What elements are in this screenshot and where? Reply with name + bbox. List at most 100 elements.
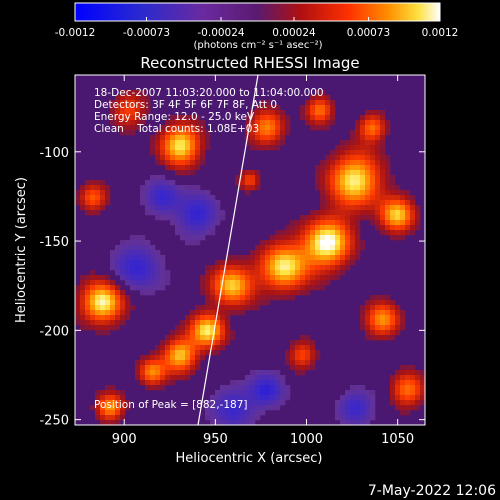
heatmap-cell — [330, 100, 336, 106]
heatmap-cell — [185, 170, 191, 176]
heatmap-cell — [230, 310, 236, 316]
heatmap-cell — [245, 170, 251, 176]
heatmap-cell — [165, 275, 171, 281]
heatmap-cell — [380, 110, 386, 116]
heatmap-cell — [190, 190, 196, 196]
heatmap-cell — [160, 200, 166, 206]
heatmap-cell — [370, 295, 376, 301]
heatmap-cell — [130, 245, 136, 251]
heatmap-cell — [390, 200, 396, 206]
heatmap-cell — [410, 205, 416, 211]
heatmap-cell — [185, 160, 191, 166]
heatmap-cell — [265, 260, 271, 266]
heatmap-cell — [175, 350, 181, 356]
heatmap-cell — [395, 205, 401, 211]
heatmap-cell — [120, 260, 126, 266]
heatmap-cell — [230, 255, 236, 261]
heatmap-cell — [100, 200, 106, 206]
heatmap-cell — [140, 120, 146, 126]
heatmap-cell — [260, 280, 266, 286]
heatmap-cell — [185, 220, 191, 226]
heatmap-cell — [250, 300, 256, 306]
heatmap-cell — [375, 185, 381, 191]
heatmap-cell — [345, 140, 351, 146]
heatmap-cell — [220, 325, 226, 331]
heatmap-cell — [320, 205, 326, 211]
heatmap-cell — [160, 275, 166, 281]
heatmap-cell — [150, 205, 156, 211]
heatmap-cell — [320, 170, 326, 176]
heatmap-cell — [120, 100, 126, 106]
heatmap-cell — [145, 270, 151, 276]
heatmap-cell — [170, 365, 176, 371]
heatmap-cell — [420, 370, 425, 376]
heatmap-cell — [340, 215, 346, 221]
heatmap-cell — [385, 215, 391, 221]
heatmap-cell — [315, 255, 321, 261]
heatmap-cell — [290, 275, 296, 281]
heatmap-cell — [270, 250, 276, 256]
heatmap-cell — [250, 260, 256, 266]
heatmap-cell — [405, 390, 411, 396]
heatmap-cell — [205, 410, 211, 416]
heatmap-cell — [150, 135, 156, 141]
heatmap-cell — [200, 290, 206, 296]
heatmap-cell — [145, 205, 151, 211]
heatmap-cell — [310, 95, 316, 101]
heatmap-cell — [225, 300, 231, 306]
heatmap-cell — [350, 210, 356, 216]
heatmap-cell — [360, 390, 366, 396]
heatmap-cell — [250, 270, 256, 276]
heatmap-cell — [340, 230, 346, 236]
heatmap-cell — [255, 305, 261, 311]
heatmap-cell — [75, 200, 81, 206]
heatmap-cell — [215, 295, 221, 301]
heatmap-cell — [290, 285, 296, 291]
heatmap-cell — [370, 395, 376, 401]
heatmap-cell — [195, 235, 201, 241]
heatmap-cell — [120, 415, 126, 421]
heatmap-cell — [385, 310, 391, 316]
heatmap-cell — [105, 320, 111, 326]
heatmap-cell — [145, 195, 151, 201]
heatmap-cell — [265, 285, 271, 291]
heatmap-cell — [285, 395, 291, 401]
heatmap-cell — [205, 350, 211, 356]
heatmap-cell — [115, 125, 121, 131]
heatmap-cell — [120, 105, 126, 111]
heatmap-cell — [295, 265, 301, 271]
heatmap-cell — [295, 250, 301, 256]
heatmap-cell — [185, 315, 191, 321]
heatmap-cell — [280, 110, 286, 116]
heatmap-cell — [190, 160, 196, 166]
heatmap-cell — [185, 230, 191, 236]
heatmap-cell — [325, 175, 331, 181]
heatmap-cell — [335, 275, 341, 281]
y-tick-label: -250 — [39, 414, 69, 429]
heatmap-cell — [245, 140, 251, 146]
colorbar-tick-label: -0.0012 — [55, 27, 96, 39]
heatmap-cell — [290, 355, 296, 361]
heatmap-cell — [225, 385, 231, 391]
heatmap-cell — [210, 315, 216, 321]
heatmap-cell — [175, 170, 181, 176]
heatmap-cell — [190, 225, 196, 231]
heatmap-cell — [275, 235, 281, 241]
heatmap-cell — [245, 255, 251, 261]
heatmap-cell — [395, 380, 401, 386]
heatmap-cell — [270, 380, 276, 386]
heatmap-cell — [290, 270, 296, 276]
heatmap-cell — [210, 295, 216, 301]
heatmap-cell — [395, 210, 401, 216]
heatmap-cell — [235, 265, 241, 271]
heatmap-cell — [255, 180, 261, 186]
heatmap-cell — [145, 190, 151, 196]
heatmap-cell — [315, 170, 321, 176]
heatmap-cell — [355, 195, 361, 201]
heatmap-cell — [185, 130, 191, 136]
heatmap-cell — [350, 235, 356, 241]
heatmap-cell — [175, 150, 181, 156]
heatmap-cell — [390, 220, 396, 226]
heatmap-cell — [340, 170, 346, 176]
heatmap-cell — [275, 125, 281, 131]
